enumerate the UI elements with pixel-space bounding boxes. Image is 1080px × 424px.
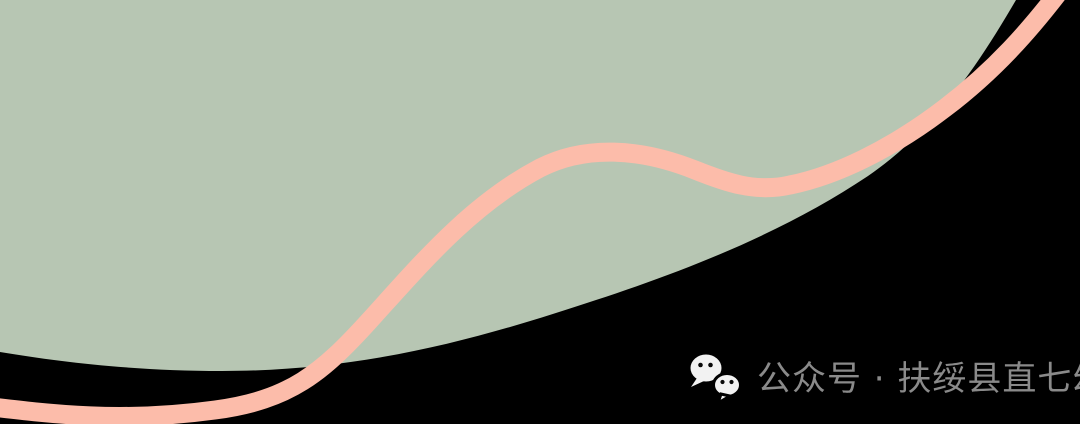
wechat-eye (729, 379, 734, 385)
wechat-account-name: 公众号 · 扶绥县直七幼 (757, 359, 1080, 399)
wechat-icon (690, 354, 742, 406)
wechat-eye (720, 379, 725, 385)
wechat-eye (708, 362, 713, 368)
wechat-eye (698, 362, 703, 368)
wechat-large-bubble (690, 354, 722, 387)
wechat-watermark: 公众号 · 扶绥县直七幼 (686, 350, 1080, 408)
wechat-small-bubble (712, 372, 742, 406)
